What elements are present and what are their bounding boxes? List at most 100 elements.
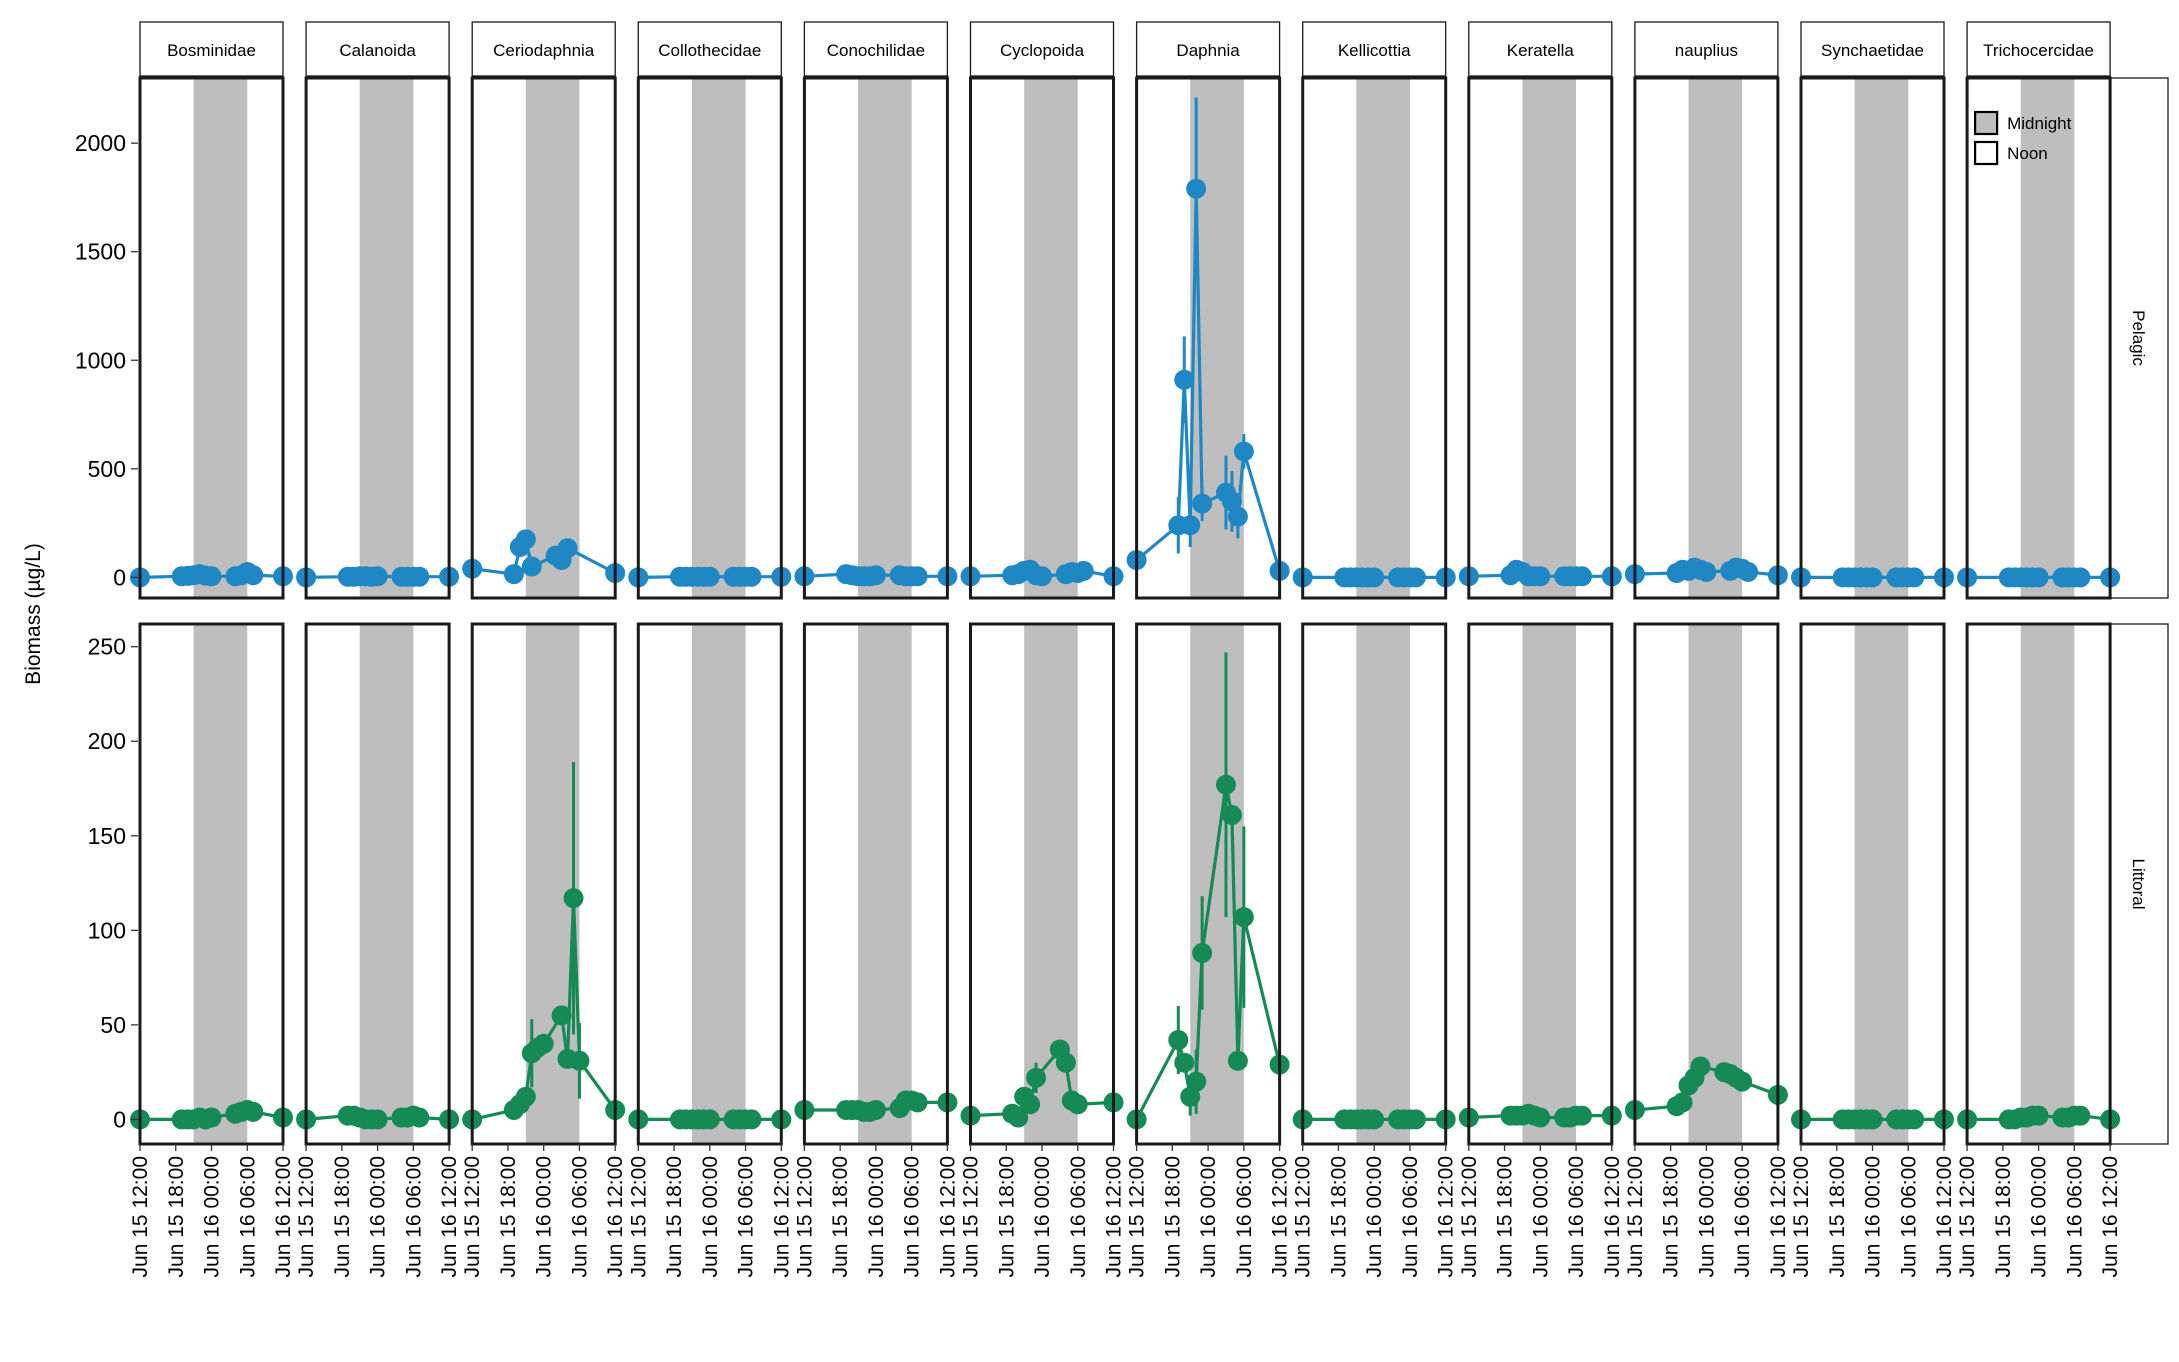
legend-key-noon <box>1973 140 1999 166</box>
x-tick-label: Jun 16 12:00 <box>1601 1156 1624 1277</box>
panel-pelagic-keratella <box>1458 76 1622 600</box>
strip-collothecidae <box>637 21 782 77</box>
x-tick-label: Jun 15 18:00 <box>497 1156 520 1277</box>
panel-littoral-kellicottia <box>1292 622 1456 1146</box>
data-point <box>1186 1071 1207 1092</box>
x-tick-label: Jun 16 06:00 <box>1399 1156 1422 1277</box>
panel-frame <box>969 76 1115 600</box>
x-tick-label: Jun 15 12:00 <box>1126 1156 1149 1277</box>
data-point <box>557 538 578 559</box>
data-point <box>1364 1109 1385 1130</box>
panel-pelagic-kellicottia <box>1292 76 1456 600</box>
data-point <box>1233 441 1254 462</box>
data-point <box>699 566 720 587</box>
panel-pelagic-bosminidae <box>130 76 293 600</box>
x-tick-label: Jun 16 06:00 <box>1565 1156 1588 1277</box>
data-point <box>1572 566 1593 587</box>
row-strip-label-pelagic: Pelagic <box>2129 310 2148 366</box>
data-point <box>243 1101 264 1122</box>
data-point <box>1530 566 1551 587</box>
data-point <box>1904 1109 1925 1130</box>
panel-pelagic-daphnia <box>1126 76 1290 600</box>
panel-frame <box>802 76 949 600</box>
row-strip-littoral <box>2109 623 2169 1145</box>
data-point <box>1696 561 1717 582</box>
x-tick-label: Jun 15 18:00 <box>1826 1156 1849 1277</box>
panel-pelagic-nauplius <box>1624 76 1788 600</box>
data-point <box>1904 567 1925 588</box>
panel-strips: Bosminidae Calanoida Ceriodaphnia Collothec… <box>139 21 2111 77</box>
x-tick-label: Jun 16 06:00 <box>1731 1156 1754 1277</box>
data-point <box>2070 567 2091 588</box>
x-tick-label: Jun 16 00:00 <box>865 1156 888 1277</box>
night-shading <box>1854 624 1909 1144</box>
panel-littoral-synchaetidae <box>1791 622 1954 1146</box>
strip-label-conochilidae: Conochilidae <box>827 41 925 60</box>
x-tick-label: Jun 16 12:00 <box>770 1156 793 1277</box>
night-shading <box>1356 624 1410 1144</box>
data-point <box>1020 1094 1041 1115</box>
strip-label-cyclopoida: Cyclopoida <box>1000 41 1085 60</box>
data-point <box>2070 1105 2091 1126</box>
data-point <box>563 888 584 909</box>
night-shading <box>858 78 912 598</box>
data-point <box>515 1086 536 1107</box>
panel-littoral-ceriodaphnia <box>462 622 626 1146</box>
row-strips: Pelagic Littoral <box>2109 77 2169 1145</box>
data-point <box>569 1050 590 1071</box>
x-tick-label: Jun 15 12:00 <box>1624 1156 1647 1277</box>
strip-label-bosminidae: Bosminidae <box>167 41 256 60</box>
night-shading <box>1356 78 1410 598</box>
strip-trichocercidae <box>1966 21 2111 77</box>
x-tick-label: Jun 15 12:00 <box>129 1156 152 1277</box>
panel-littoral-conochilidae <box>794 622 958 1146</box>
legend-label-noon: Noon <box>2007 144 2048 163</box>
strip-label-synchaetidae: Synchaetidae <box>1821 41 1924 60</box>
x-tick-label: Jun 16 12:00 <box>438 1156 461 1277</box>
night-shading <box>1688 78 1743 598</box>
x-tick-label: Jun 15 18:00 <box>165 1156 188 1277</box>
data-point <box>1221 804 1242 825</box>
data-point <box>243 565 264 586</box>
data-point <box>1008 1107 1029 1128</box>
data-point <box>1192 943 1213 964</box>
x-tick-label: Jun 16 06:00 <box>1067 1156 1090 1277</box>
strip-label-keratella: Keratella <box>1507 41 1575 60</box>
panel-frame <box>470 76 617 600</box>
strip-synchaetidae <box>1800 21 1945 77</box>
x-tick-label: Jun 16 00:00 <box>1363 1156 1386 1277</box>
data-point <box>503 564 524 585</box>
y-tick-label-pelagic-1000: 1000 <box>75 347 126 373</box>
x-tick-label: Jun 16 00:00 <box>1197 1156 1220 1277</box>
x-tick-label: Jun 15 12:00 <box>295 1156 318 1277</box>
data-point <box>409 566 430 587</box>
data-point <box>1174 1052 1195 1073</box>
data-point <box>699 1109 720 1130</box>
y-tick-label-littoral-200: 200 <box>88 728 126 754</box>
x-tick-label: Jun 16 12:00 <box>1435 1156 1458 1277</box>
panel-littoral-daphnia <box>1126 622 1290 1146</box>
data-point <box>1227 1050 1248 1071</box>
data-point <box>367 1109 388 1130</box>
data-point <box>201 1107 222 1128</box>
x-tick-label: Jun 16 00:00 <box>1862 1156 1885 1277</box>
night-shading <box>1854 78 1909 598</box>
panel-littoral-calanoida <box>296 622 460 1146</box>
y-tick-label-littoral-250: 250 <box>88 634 126 660</box>
x-tick-label: Jun 16 06:00 <box>1897 1156 1920 1277</box>
data-point <box>367 566 388 587</box>
strip-label-calanoida: Calanoida <box>339 41 416 60</box>
x-tick-label: Jun 15 12:00 <box>793 1156 816 1277</box>
x-tick-label: Jun 16 00:00 <box>1529 1156 1552 1277</box>
panel-frame <box>1799 76 1946 600</box>
data-point <box>1192 493 1213 514</box>
y-tick-label-pelagic-0: 0 <box>113 564 126 590</box>
night-shading <box>525 78 580 598</box>
data-point <box>1672 1092 1693 1113</box>
x-tick-label: Jun 16 12:00 <box>936 1156 959 1277</box>
night-shading <box>2020 624 2075 1144</box>
data-point <box>865 565 886 586</box>
data-point <box>741 566 762 587</box>
panel-frame <box>1633 76 1780 600</box>
x-tick-label: Jun 15 12:00 <box>1956 1156 1979 1277</box>
